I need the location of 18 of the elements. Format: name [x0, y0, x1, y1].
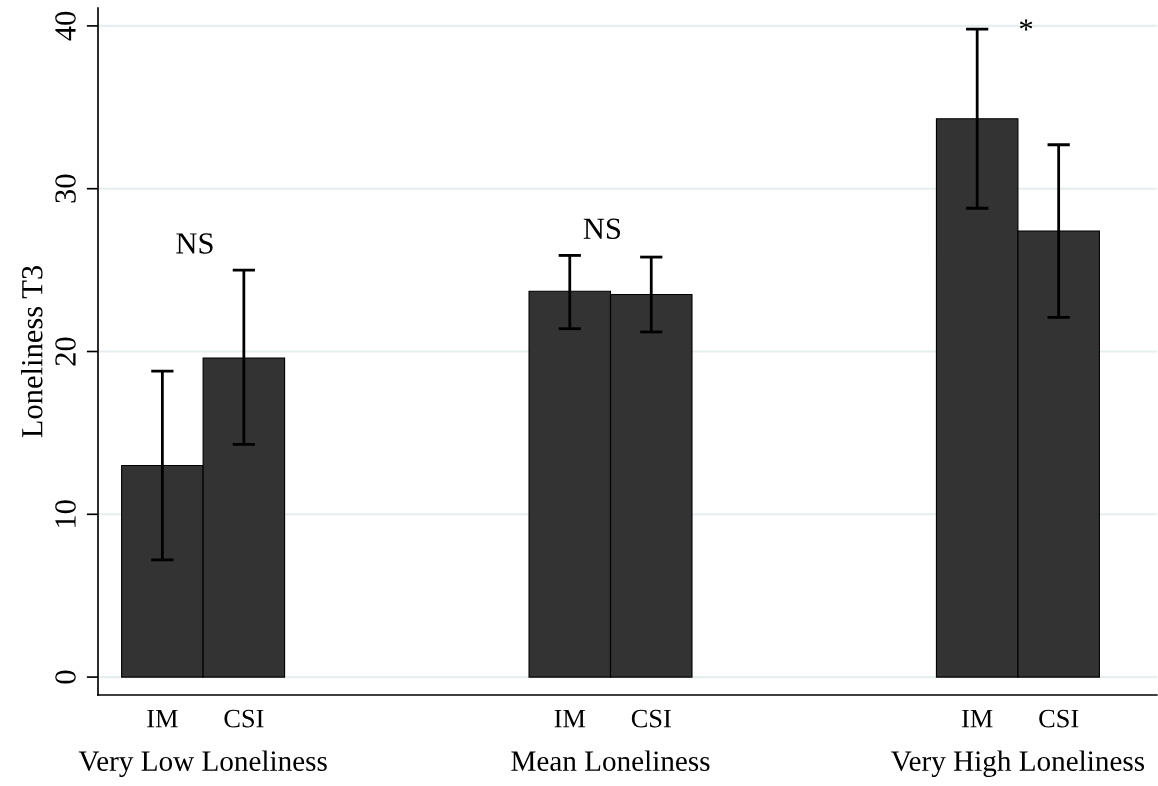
x-tick-label: Very High Loneliness — [891, 750, 1145, 777]
y-tick-label: 40 — [55, 11, 76, 41]
text: CSI — [1039, 709, 1079, 728]
series-label: IM — [147, 709, 178, 728]
y-axis-title: Loneliness T3 — [21, 265, 43, 438]
annotation: * — [1019, 19, 1033, 31]
text: IM — [554, 709, 586, 728]
y-tick-label: 0 — [55, 670, 76, 684]
series-label: CSI — [224, 709, 264, 728]
y-tick-label: 30 — [55, 174, 76, 203]
annotation: NS — [176, 233, 213, 254]
text: CSI — [631, 709, 671, 728]
y-tick-label: 20 — [55, 337, 76, 366]
text: IM — [962, 709, 993, 728]
y-tick-label: 10 — [55, 500, 76, 527]
x-tick-label: Mean Loneliness — [511, 750, 710, 771]
x-tick-label: Very Low Loneliness — [78, 750, 327, 777]
annotation: NS — [583, 218, 620, 240]
